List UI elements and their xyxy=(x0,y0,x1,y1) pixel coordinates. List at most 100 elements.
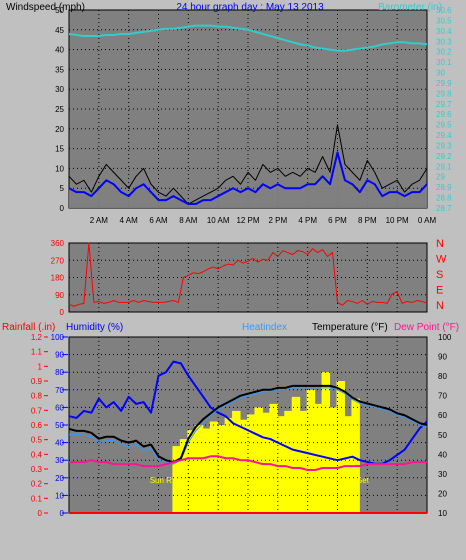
baro-y-tick: 28.9 xyxy=(436,183,452,192)
humidity-y-tick: 80 xyxy=(55,368,64,377)
rain-y-tick: 0.6 xyxy=(31,421,43,430)
solar-bar xyxy=(351,398,360,513)
barometer-axis-label: Barometer (in) xyxy=(378,2,442,13)
rain-y-tick: 1 xyxy=(38,362,43,371)
baro-y-tick: 29.1 xyxy=(436,162,452,171)
temp-y-tick: 60 xyxy=(438,411,447,420)
humidity-legend: Humidity (%) xyxy=(66,322,123,333)
temperature-legend: Temperature (°F) xyxy=(312,322,388,333)
humidity-y-tick: 100 xyxy=(51,333,65,342)
humidity-y-tick: 70 xyxy=(55,386,64,395)
wind-x-tick: 6 PM xyxy=(328,216,347,225)
sun-rise-label: Sun R xyxy=(150,476,172,485)
temp-y-tick: 90 xyxy=(438,353,447,362)
wind-y-tick: 35 xyxy=(55,65,64,74)
compass-label: W xyxy=(436,254,447,266)
solar-bar xyxy=(247,414,256,513)
solar-bar xyxy=(306,389,316,513)
humidity-y-tick: 30 xyxy=(55,456,64,465)
solar-bar xyxy=(217,425,226,513)
barometer-line xyxy=(68,24,428,52)
rain-y-tick: 0 xyxy=(38,509,43,518)
solar-bar xyxy=(269,403,278,513)
wind-x-tick: 2 AM xyxy=(90,216,109,225)
baro-y-tick: 29.8 xyxy=(436,89,452,98)
baro-y-tick: 29 xyxy=(436,173,445,182)
rain-y-tick: 0.7 xyxy=(31,406,43,415)
wind-y-tick: 10 xyxy=(55,164,64,173)
solar-bar xyxy=(336,381,345,513)
wind-y-tick: 45 xyxy=(55,26,64,35)
wind-y-tick: 30 xyxy=(55,85,64,94)
humidity-y-tick: 50 xyxy=(55,421,64,430)
compass-label: N xyxy=(436,300,444,312)
wind-x-tick: 4 AM xyxy=(120,216,139,225)
wind-y-tick: 25 xyxy=(55,105,64,114)
wind-y-tick: 20 xyxy=(55,125,64,134)
solar-bar xyxy=(261,412,271,513)
temp-y-tick: 40 xyxy=(438,450,447,459)
humidity-y-tick: 90 xyxy=(55,351,64,360)
direction-y-tick: 90 xyxy=(55,291,64,300)
wind-axis-label: Windspeed (mph) xyxy=(6,2,85,13)
rain-y-tick: 0.1 xyxy=(31,494,43,503)
baro-y-tick: 30.1 xyxy=(436,58,452,67)
wind-x-tick: 10 AM xyxy=(207,216,230,225)
wind-x-tick: 2 PM xyxy=(268,216,287,225)
solar-bar xyxy=(291,396,301,513)
rain-y-tick: 0.5 xyxy=(31,436,43,445)
humidity-y-tick: 20 xyxy=(55,474,64,483)
rain-y-tick: 0.8 xyxy=(31,392,43,401)
wind-avg-line xyxy=(68,151,428,206)
rain-y-tick: 0.3 xyxy=(31,465,43,474)
compass-label: E xyxy=(436,285,443,297)
rainfall-legend: Rainfall (.in) xyxy=(2,322,55,333)
heatindex-legend: Heatindex xyxy=(242,322,287,333)
wind-x-tick: 10 PM xyxy=(386,216,409,225)
solar-bar xyxy=(299,410,308,513)
wind-x-tick: 0 AM xyxy=(418,216,437,225)
temp-y-tick: 50 xyxy=(438,431,447,440)
direction-panel-frame xyxy=(68,242,428,313)
solar-bar xyxy=(202,428,211,513)
temp-y-tick: 30 xyxy=(438,470,447,479)
humidity-y-tick: 60 xyxy=(55,403,64,412)
baro-y-tick: 29.3 xyxy=(436,141,452,150)
temp-y-tick: 100 xyxy=(438,333,452,342)
solar-bar xyxy=(179,439,189,513)
temp-y-tick: 20 xyxy=(438,489,447,498)
baro-y-tick: 29.5 xyxy=(436,121,452,130)
direction-y-tick: 270 xyxy=(51,256,65,265)
rain-y-tick: 1.1 xyxy=(31,348,43,357)
rain-y-tick: 0.4 xyxy=(31,450,43,459)
baro-y-tick: 30.3 xyxy=(436,37,452,46)
solar-bar xyxy=(343,416,353,513)
solar-bar xyxy=(284,410,293,513)
page-title: 24 hour graph day : May 13 2013 xyxy=(176,2,324,13)
baro-y-tick: 30 xyxy=(436,69,445,78)
sun-set-label: Set xyxy=(357,476,370,485)
wind-x-tick: 6 AM xyxy=(149,216,168,225)
direction-line xyxy=(68,242,428,307)
wind-y-tick: 0 xyxy=(60,204,65,213)
compass-label: S xyxy=(436,269,443,281)
wind-x-tick: 8 AM xyxy=(179,216,198,225)
baro-y-tick: 30.5 xyxy=(436,16,452,25)
compass-label: N xyxy=(436,238,444,250)
temp-y-tick: 80 xyxy=(438,372,447,381)
baro-y-tick: 29.6 xyxy=(436,110,452,119)
humidity-line xyxy=(68,360,428,465)
baro-y-tick: 28.8 xyxy=(436,194,452,203)
wind-gust-line xyxy=(68,124,428,205)
baro-y-tick: 29.9 xyxy=(436,79,452,88)
rain-y-tick: 1.2 xyxy=(31,333,43,342)
wind-y-tick: 40 xyxy=(55,46,64,55)
baro-y-tick: 28.7 xyxy=(436,204,452,213)
temp-y-tick: 70 xyxy=(438,392,447,401)
solar-bar xyxy=(276,416,286,513)
baro-y-tick: 30.6 xyxy=(436,6,452,15)
wind-y-tick: 15 xyxy=(55,145,64,154)
solar-bar xyxy=(239,419,248,513)
